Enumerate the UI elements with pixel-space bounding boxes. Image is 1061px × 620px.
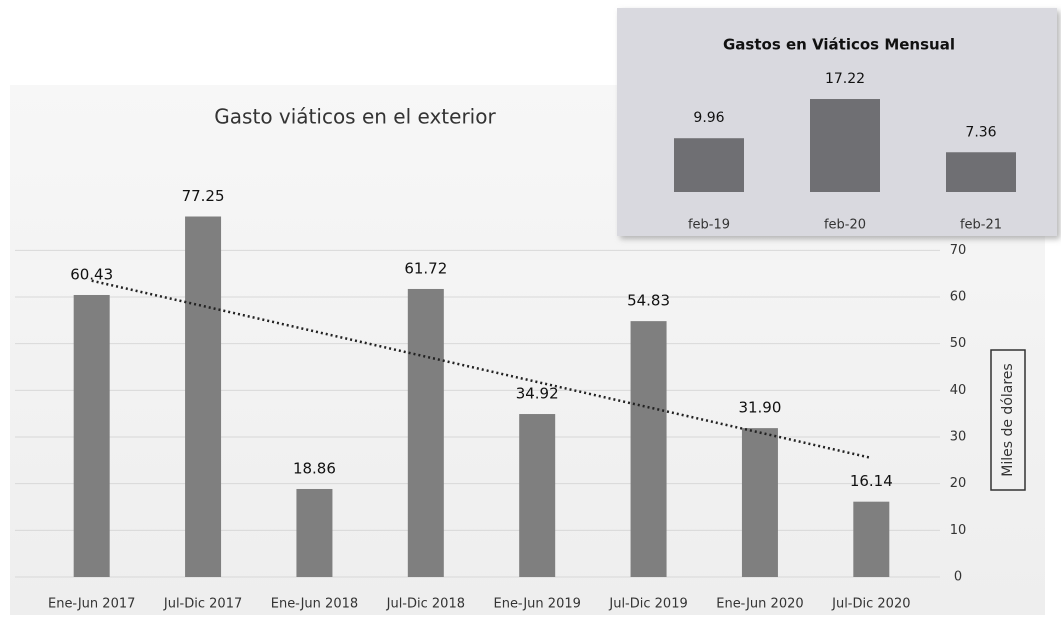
trendline [91,279,872,460]
data-label: 34.92 [516,385,559,403]
bar [73,294,110,577]
main-title: Gasto viáticos en el exterior [214,105,496,129]
data-label: 18.86 [293,459,336,477]
bar [853,501,890,577]
bar [407,288,444,577]
y-tick-label: 30 [950,430,967,445]
x-tick-label: Ene-Jun 2020 [716,597,803,612]
x-tick-label: Ene-Jun 2018 [271,597,358,612]
x-tick-label: feb-20 [824,218,866,233]
y-tick-label: 50 [950,336,967,351]
data-label: 60.43 [70,265,113,283]
axis-label-box [990,349,1026,491]
y-tick-label: 10 [950,523,967,538]
data-label: 77.25 [182,187,225,205]
bar [741,428,778,577]
main-chart: 0 10 20 30 40 50 60 70 Ene-Jun 2017 60.43 Jul-Dic … [15,187,966,612]
data-label: 7.36 [965,124,996,140]
y-axis-label: Miles de dólares [1000,363,1016,476]
data-label: 17.22 [825,71,865,87]
data-label: 9.96 [693,110,724,126]
x-tick-label: Jul-Dic 2020 [831,597,910,612]
x-tick-label: Jul-Dic 2019 [608,597,687,612]
y-tick-label: 20 [950,476,967,491]
inset-chart: feb-19 9.96 feb-20 17.22 feb-21 7.36 [674,71,1016,233]
x-tick-label: Ene-Jun 2017 [48,597,135,612]
data-label: 61.72 [404,259,447,277]
bar [519,414,556,577]
bar [946,152,1016,192]
x-tick-label: Ene-Jun 2019 [493,597,580,612]
bar [185,216,222,577]
inset-title: Gastos en Viáticos Mensual [723,36,955,54]
x-tick-label: feb-19 [688,218,730,233]
data-label: 54.83 [627,292,670,310]
x-tick-label: Jul-Dic 2018 [386,597,465,612]
bar [674,138,744,192]
data-label: 31.90 [738,399,781,417]
y-tick-label: 60 [950,290,967,305]
bar [630,321,667,577]
bar [296,488,333,577]
x-tick-label: feb-21 [960,218,1002,233]
data-label: 16.14 [850,472,893,490]
x-tick-label: Jul-Dic 2017 [163,597,242,612]
y-tick-label: 0 [954,570,962,585]
y-tick-label: 40 [950,383,967,398]
bar [810,99,880,192]
y-tick-label: 70 [950,243,967,258]
